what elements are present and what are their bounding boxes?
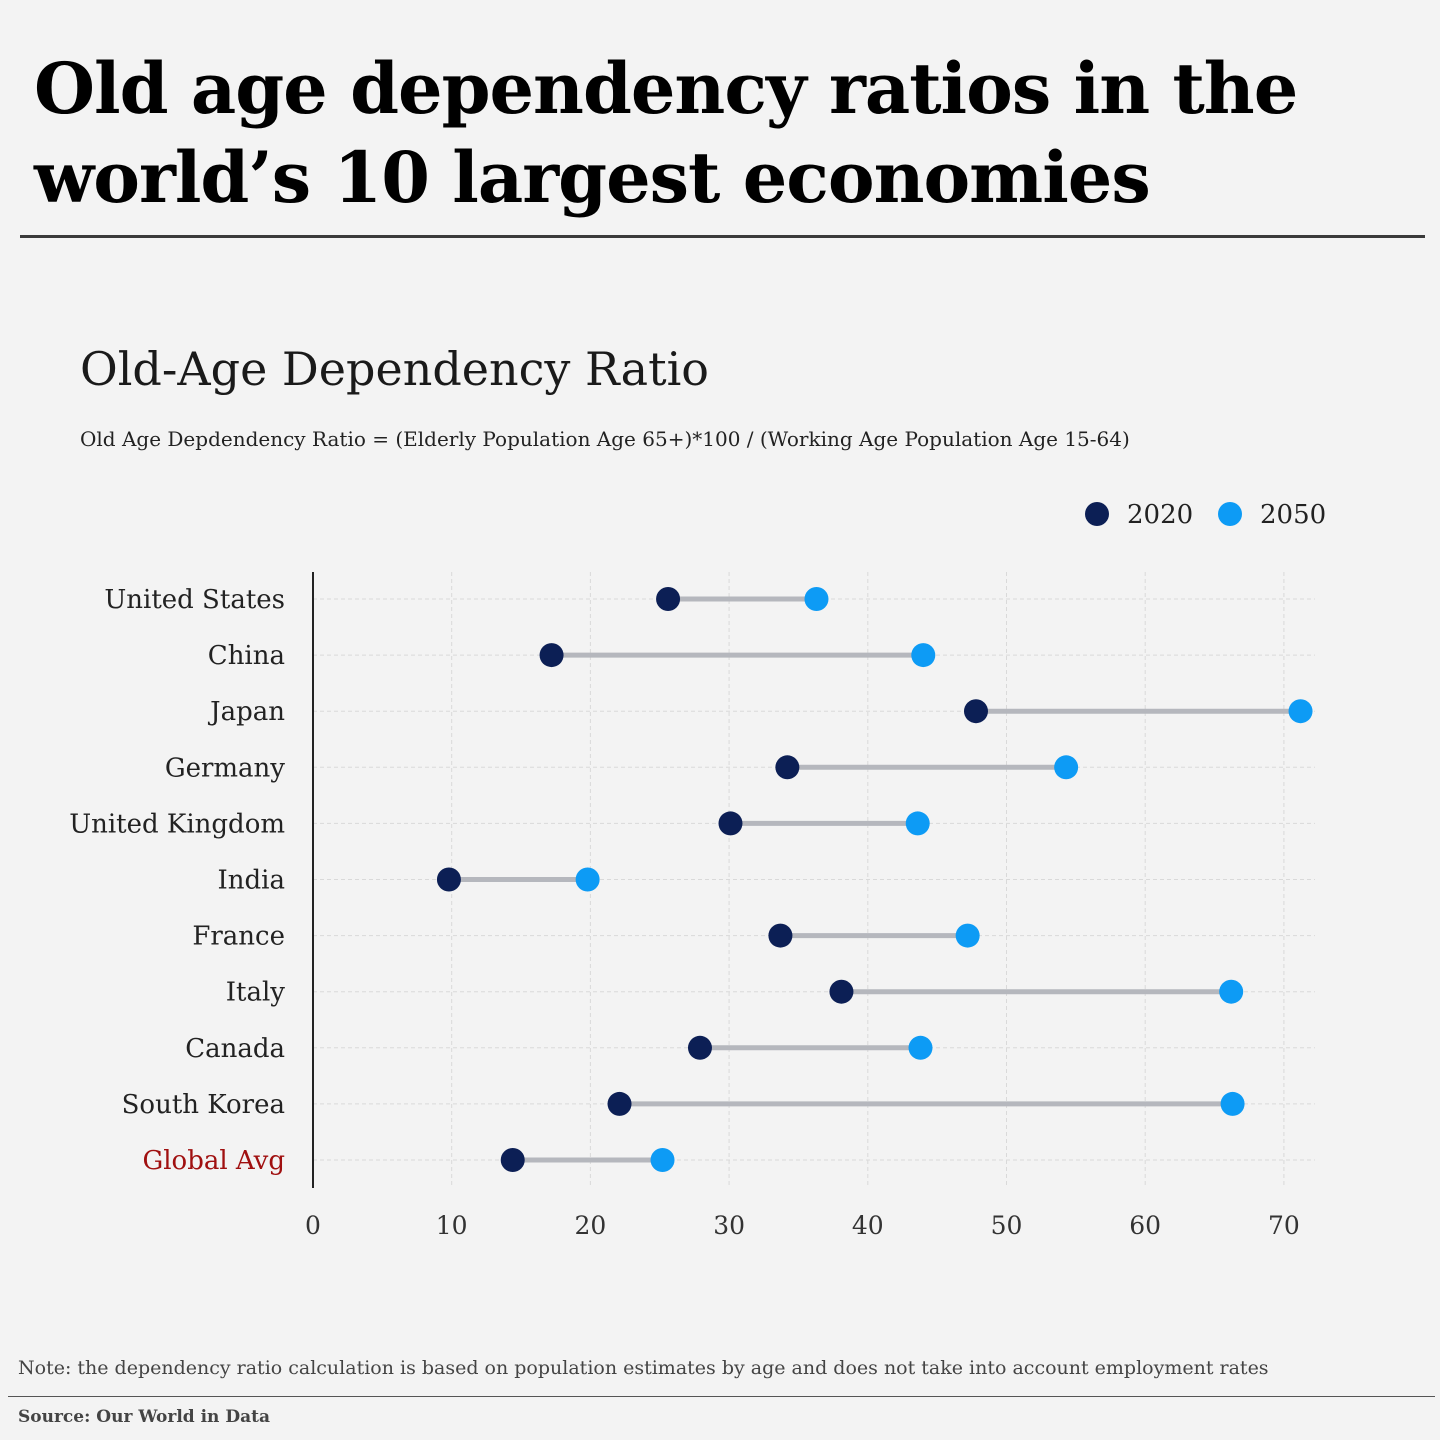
- dot-2050: [1054, 755, 1079, 780]
- dot-2020: [718, 811, 743, 836]
- dot-2050: [650, 1148, 675, 1172]
- headline: Old age dependency ratios in the world’s…: [34, 44, 1298, 222]
- category-label: France: [192, 922, 285, 952]
- headline-line-2: world’s 10 largest economies: [34, 136, 1151, 219]
- dot-2020: [539, 643, 564, 668]
- dot-2020: [687, 1035, 712, 1060]
- category-label: Italy: [226, 978, 286, 1008]
- category-label: Germany: [165, 753, 285, 783]
- dot-2020: [607, 1091, 632, 1116]
- dot-2020: [963, 699, 988, 724]
- dot-2050: [1288, 699, 1313, 724]
- dot-2020: [768, 923, 793, 948]
- dot-2050: [911, 643, 936, 668]
- dot-2050: [1220, 1091, 1245, 1116]
- category-label: United Kingdom: [69, 809, 285, 839]
- footnote: Note: the dependency ratio calculation i…: [18, 1357, 1269, 1379]
- dot-2020: [656, 587, 681, 611]
- chart-title: Old-Age Dependency Ratio: [80, 342, 709, 396]
- source-credit: Source: Our World in Data: [18, 1407, 270, 1427]
- dot-2050: [575, 867, 600, 892]
- dot-2020: [436, 867, 461, 892]
- legend-label-2050: 2050: [1260, 500, 1326, 530]
- x-tick-label: 70: [1268, 1211, 1300, 1240]
- x-tick-label: 10: [436, 1211, 468, 1240]
- dot-2020: [775, 755, 800, 780]
- category-label: South Korea: [122, 1090, 285, 1120]
- category-label-highlight: Global Avg: [142, 1146, 285, 1176]
- x-tick-label: 50: [991, 1211, 1023, 1240]
- legend-swatch-2050: [1218, 502, 1242, 526]
- headline-line-1: Old age dependency ratios in the: [34, 47, 1298, 130]
- dot-2050: [804, 587, 829, 611]
- category-label: Canada: [185, 1034, 285, 1064]
- category-label: United States: [104, 585, 285, 615]
- header-divider: [20, 235, 1425, 238]
- x-tick-label: 60: [1129, 1211, 1161, 1240]
- dumbbell-chart: 0 10 20 30 40 50 60 70 United States China Japan Ge…: [69, 500, 1326, 1240]
- dot-2050: [908, 1035, 933, 1060]
- chart-subtitle: Old Age Depdendency Ratio = (Elderly Pop…: [80, 427, 1130, 451]
- category-label: Japan: [207, 697, 285, 727]
- x-tick-label: 40: [852, 1211, 884, 1240]
- footer-divider: [8, 1396, 1435, 1397]
- x-tick-label: 0: [305, 1211, 321, 1240]
- dot-2050: [905, 811, 930, 836]
- category-label: India: [218, 866, 285, 896]
- dot-2050: [1219, 979, 1244, 1004]
- dot-2020: [500, 1148, 525, 1172]
- category-label: China: [208, 641, 285, 671]
- legend-swatch-2020: [1085, 502, 1109, 526]
- x-tick-label: 30: [713, 1211, 745, 1240]
- x-tick-label: 20: [574, 1211, 606, 1240]
- legend-label-2020: 2020: [1127, 500, 1193, 530]
- dot-2050: [955, 923, 980, 948]
- dot-2020: [829, 979, 854, 1004]
